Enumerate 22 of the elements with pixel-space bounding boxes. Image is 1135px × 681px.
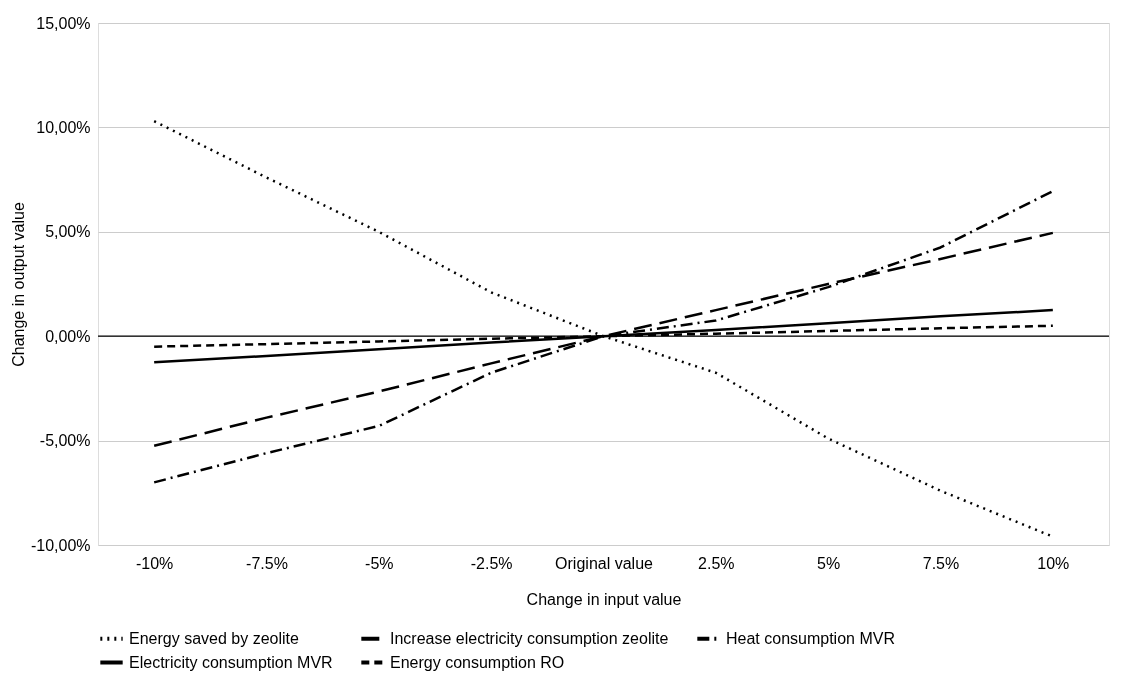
legend-label: Heat consumption MVR xyxy=(726,629,895,647)
y-tick-label: 10,00% xyxy=(36,118,91,136)
y-tick-label: 0,00% xyxy=(45,327,91,345)
legend-label: Increase electricity consumption zeolite xyxy=(390,629,669,647)
y-tick-label: -5,00% xyxy=(39,432,91,450)
legend-label: Electricity consumption MVR xyxy=(129,653,333,671)
x-tick-label: 5% xyxy=(817,554,841,572)
x-tick-label: -10% xyxy=(135,554,174,572)
x-tick-label: 10% xyxy=(1037,554,1070,572)
y-tick-label: -10,00% xyxy=(30,536,91,554)
x-tick-label: -5% xyxy=(365,554,394,572)
y-axis-title: Change in output value xyxy=(9,202,27,367)
y-tick-label: 15,00% xyxy=(36,14,91,32)
legend-label: Energy saved by zeolite xyxy=(129,629,299,647)
x-tick-label: -7.5% xyxy=(246,554,288,572)
x-tick-label: 2.5% xyxy=(698,554,735,572)
x-tick-label: -2.5% xyxy=(470,554,513,572)
x-tick-label: Original value xyxy=(555,554,654,572)
legend-label: Energy consumption RO xyxy=(390,653,565,671)
x-tick-label: 7.5% xyxy=(922,554,960,572)
y-tick-label: 5,00% xyxy=(45,223,91,241)
x-axis-title: Change in input value xyxy=(526,590,682,608)
